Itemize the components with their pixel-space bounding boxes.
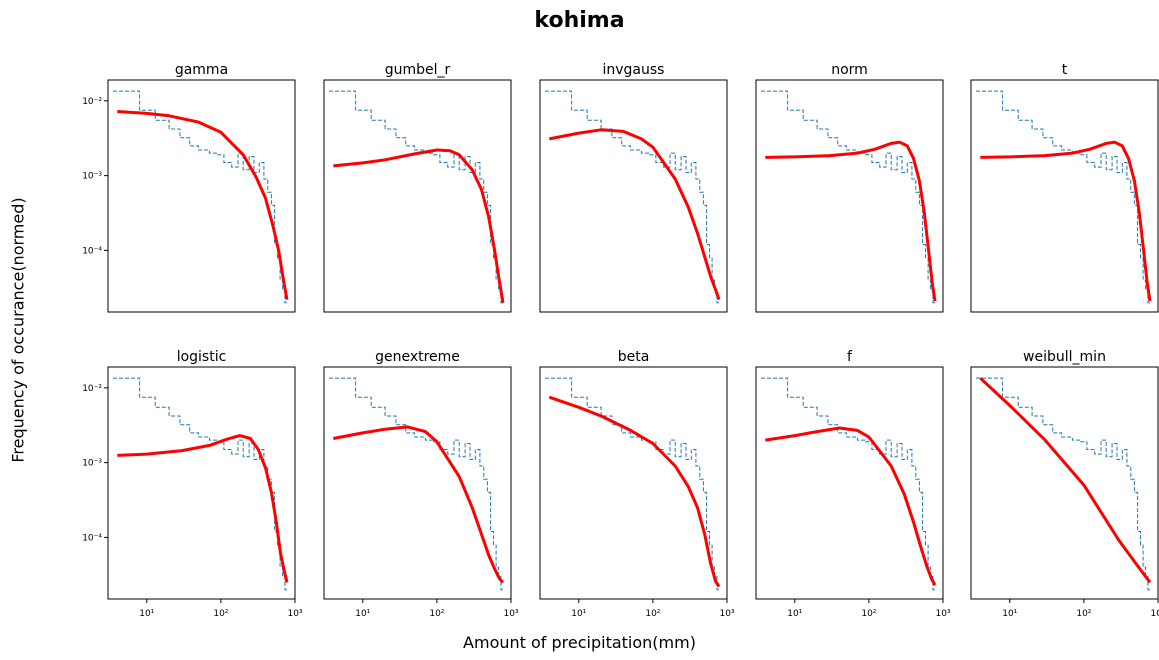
x-tick-label: 10² [861, 609, 876, 619]
x-tick-label: 10² [429, 609, 444, 619]
fit-curve-weibull_min [979, 377, 1152, 584]
x-tick-label: 10³ [935, 609, 950, 619]
fit-curve-logistic [117, 434, 289, 583]
x-tick-label: 10³ [1150, 609, 1159, 619]
subplot-title: gamma [175, 62, 228, 78]
subplot-norm: norm [755, 62, 944, 313]
fit-curve-gumbel_r [333, 148, 505, 303]
fit-curve-t [980, 140, 1152, 302]
subplot-beta: beta 10¹ 10² 10³ [539, 349, 735, 619]
axes-frame [970, 79, 1159, 313]
y-tick-label: 10⁻³ [82, 459, 102, 469]
y-axis-label: Frequency of occurance(normed) [8, 197, 28, 463]
subplot-title: genextreme [375, 349, 460, 365]
histogram-step [329, 377, 503, 591]
histogram-step [329, 90, 503, 304]
axes-frame [539, 366, 728, 600]
x-tick-label: 10² [645, 609, 660, 619]
histogram-step [113, 90, 287, 304]
subplot-title: f [847, 349, 853, 365]
subplot-weibull_min: weibull_min 10¹ 10² 10³ [970, 349, 1159, 619]
histogram-step [976, 90, 1150, 304]
y-tick-label: 10⁻³ [82, 172, 102, 182]
x-tick-label: 10¹ [1002, 609, 1017, 619]
x-tick-label: 10³ [287, 609, 302, 619]
axes-frame [323, 366, 512, 600]
subplot-title: gumbel_r [385, 62, 451, 78]
fit-curve-f [765, 426, 937, 586]
x-tick-label: 10¹ [571, 609, 586, 619]
y-tick-label: 10⁻⁴ [82, 533, 102, 543]
x-axis-label: Amount of precipitation(mm) [463, 633, 696, 652]
fit-curve-beta [548, 395, 721, 588]
subplot-title: invgauss [603, 62, 665, 78]
histogram-step [976, 377, 1150, 591]
subplot-invgauss: invgauss [539, 62, 728, 313]
subplot-t: t [970, 62, 1159, 313]
histogram-step [545, 90, 719, 304]
fit-curve-gamma [117, 110, 289, 300]
fit-curve-genextreme [333, 425, 505, 584]
subplot-gumbel_r: gumbel_r [323, 62, 512, 313]
histogram-step [545, 377, 719, 591]
subplot-title: norm [831, 62, 868, 78]
subplot-title: logistic [177, 349, 227, 365]
fit-curve-norm [765, 140, 937, 302]
x-tick-label: 10³ [503, 609, 518, 619]
subplot-gamma: gamma 10⁻⁴ 10⁻³ 10⁻² [82, 62, 296, 313]
subplot-logistic: logistic 10⁻⁴ 10⁻³ 10⁻² 10¹ 10² 10³ [82, 349, 303, 619]
histogram-step [761, 377, 935, 591]
figure-title: kohima [534, 8, 625, 33]
axes-frame [970, 366, 1159, 600]
histogram-step [761, 90, 935, 304]
x-tick-label: 10² [213, 609, 228, 619]
axes-frame [107, 366, 296, 600]
x-tick-label: 10¹ [787, 609, 802, 619]
x-tick-label: 10¹ [139, 609, 154, 619]
subplot-genextreme: genextreme 10¹ 10² 10³ [323, 349, 519, 619]
x-tick-label: 10² [1076, 609, 1091, 619]
axes-frame [323, 79, 512, 313]
x-tick-label: 10¹ [355, 609, 370, 619]
y-tick-label: 10⁻² [82, 97, 102, 107]
axes-frame [755, 366, 944, 600]
x-tick-label: 10³ [719, 609, 734, 619]
subplot-title: beta [618, 349, 650, 365]
histogram-step [113, 377, 287, 591]
subplot-f: f 10¹ 10² 10³ [755, 349, 951, 619]
fit-curve-invgauss [549, 128, 721, 301]
subplot-title: weibull_min [1023, 349, 1106, 365]
subplot-title: t [1062, 62, 1068, 78]
axes-frame [539, 79, 728, 313]
axes-frame [107, 79, 296, 313]
axes-frame [755, 79, 944, 313]
y-tick-label: 10⁻² [82, 384, 102, 394]
y-tick-label: 10⁻⁴ [82, 246, 102, 256]
